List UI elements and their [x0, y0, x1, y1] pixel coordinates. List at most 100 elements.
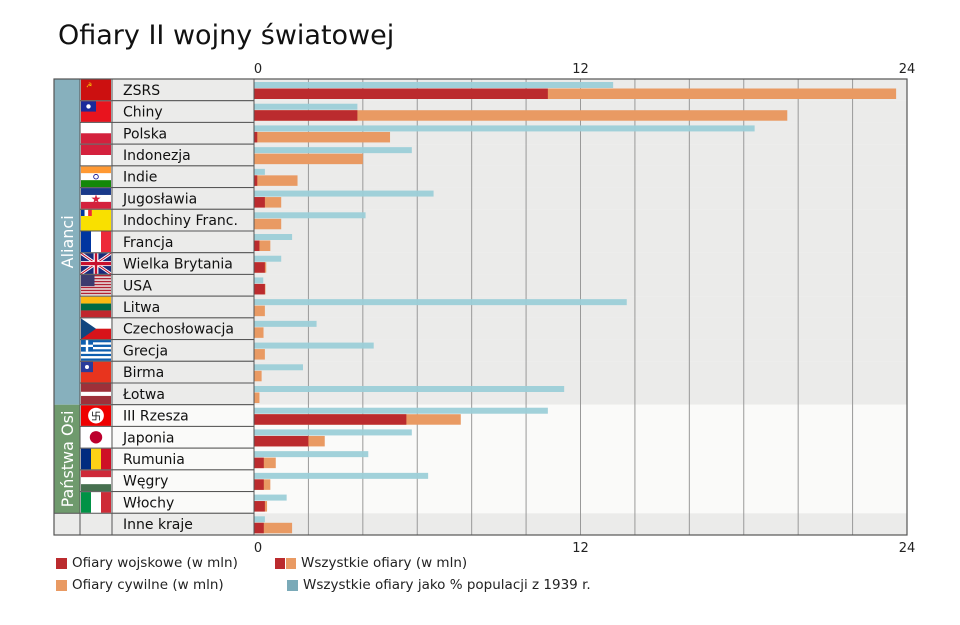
flag-part [81, 353, 111, 357]
flag-part [81, 470, 111, 478]
category-label: III Rzesza [123, 409, 189, 425]
legend-swatch-percent [287, 579, 298, 591]
bar-civilian [254, 218, 282, 230]
legend-total: Wszystkie ofiary (w mln) [275, 555, 467, 571]
bar-military [254, 501, 265, 512]
flag-part [81, 283, 111, 286]
flag-yugoslavia-icon: ★ [81, 188, 111, 209]
group-band [54, 404, 80, 514]
category-label: Indochiny Franc. [123, 213, 238, 229]
flag-part [81, 188, 111, 195]
bar-civilian [254, 197, 282, 208]
bar-percent [254, 125, 755, 132]
flag-part [81, 286, 111, 289]
bar-percent [254, 364, 303, 371]
legend-label-total: Wszystkie ofiary (w mln) [301, 555, 468, 571]
flag-part [101, 448, 111, 470]
category-label: Polska [123, 126, 167, 142]
flag-part [81, 318, 111, 329]
flag-part [81, 122, 111, 134]
bar-civilian [254, 370, 262, 382]
category-label: Grecja [123, 343, 168, 359]
bar-percent [254, 190, 434, 197]
flag-part [81, 261, 111, 266]
flag-part [81, 155, 111, 166]
bar-percent [254, 407, 548, 414]
category-label: Chiny [123, 105, 163, 121]
flag-part [81, 310, 111, 318]
flag-part [89, 431, 103, 444]
flag-italy-icon [81, 492, 111, 513]
flag-part [81, 484, 111, 492]
flag-part [91, 448, 101, 470]
chart-title: Ofiary II wojny światowej [58, 20, 395, 51]
flag-part [81, 303, 111, 311]
flag-france-icon [81, 231, 111, 253]
bar-military [254, 197, 265, 208]
category-label: Francja [123, 235, 173, 251]
category-label: Rumunia [123, 452, 185, 468]
bar-percent [254, 386, 565, 392]
flag-part [81, 448, 91, 470]
flag-part [81, 209, 85, 216]
flag-part [81, 173, 111, 181]
flag-part [81, 296, 111, 304]
flag-roc-icon [81, 101, 111, 122]
flag-part [81, 477, 111, 485]
flag-part [81, 133, 111, 144]
flag-hungary-icon [81, 470, 111, 492]
bar-civilian [254, 131, 391, 143]
row-background [80, 274, 907, 297]
bar-percent [254, 342, 374, 349]
bar-military [254, 131, 258, 143]
flag-part [81, 180, 111, 188]
x-tick-label-top: 0 [254, 62, 262, 77]
group-band [54, 79, 80, 405]
x-tick-label-bottom: 0 [254, 541, 262, 556]
bar-percent [254, 82, 614, 88]
flag-part [81, 342, 111, 345]
bar-percent [254, 320, 317, 327]
category-label: Litwa [123, 300, 160, 316]
flag-part: 卐 [91, 411, 101, 423]
flag-part [81, 144, 111, 155]
bar-percent [254, 255, 282, 262]
legend-swatch-total-civ [286, 557, 296, 569]
category-label: Birma [123, 365, 164, 381]
flag-usa-icon [81, 274, 111, 295]
flag-part [81, 79, 111, 101]
category-label: Węgry [123, 474, 168, 490]
flag-czechoslovakia-icon [81, 318, 111, 340]
flag-part [81, 492, 91, 513]
category-label: Łotwa [122, 387, 165, 403]
bar-percent [254, 168, 265, 175]
bar-percent [254, 234, 293, 240]
bar-civilian [254, 175, 298, 186]
bar-military [254, 175, 258, 186]
category-label: Japonia [122, 430, 175, 446]
bar-military [254, 435, 309, 447]
flag-greece-icon [81, 340, 111, 361]
flag-uk-icon [80, 251, 112, 276]
category-label: Jugosławia [122, 191, 197, 207]
legend-swatch-total [275, 557, 285, 569]
flag-part [81, 277, 111, 280]
flag-part [81, 274, 111, 277]
legend-label-civilian: Ofiary cywilne (w mln) [72, 577, 224, 593]
bar-percent [254, 429, 412, 436]
bar-percent [254, 103, 358, 110]
bar-civilian [254, 327, 264, 338]
bar-percent [254, 451, 369, 458]
bar-percent [254, 472, 429, 479]
bar-civilian [254, 349, 265, 360]
flag-japan-icon [81, 426, 111, 448]
flag-part [88, 209, 92, 216]
flag-latvia-icon [81, 383, 111, 405]
bar-percent [254, 494, 287, 501]
category-label: ZSRS [123, 83, 160, 99]
flag-part [81, 344, 111, 347]
bar-percent [254, 277, 264, 284]
x-tick-label-top: 24 [899, 62, 916, 77]
bar-military [254, 88, 548, 99]
